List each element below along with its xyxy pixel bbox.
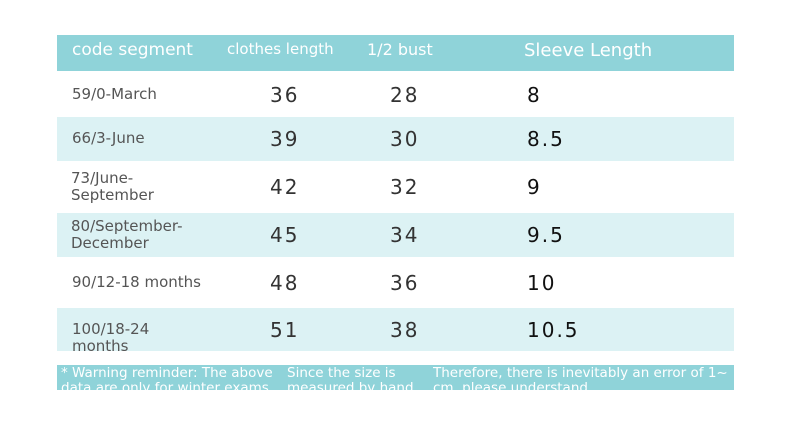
table-cell: 34	[390, 223, 420, 247]
table-cell: 32	[390, 175, 420, 199]
footer-text: Since the size is measured by hand	[287, 366, 414, 390]
table-cell: 36	[270, 82, 300, 107]
table-cell: 100/18-24 months	[72, 319, 150, 355]
table-cell: 9	[527, 175, 542, 199]
table-row: 59/0-March 36 28 8	[57, 72, 734, 117]
table-cell: 28	[390, 82, 420, 107]
table-cell: 51	[270, 317, 300, 342]
header-row: code segment clothes length 1/2 bust Sleeve…	[57, 35, 734, 71]
table-cell: 10	[527, 270, 557, 295]
table-cell: 8	[527, 82, 542, 107]
table-cell: 45	[270, 223, 300, 247]
table-cell: 48	[270, 270, 300, 295]
table-cell: 73/June-September	[71, 169, 154, 204]
table-cell: 8.5	[527, 127, 565, 151]
table-row: 100/18-24 months 51 38 10.5	[57, 308, 734, 354]
table-cell: 30	[390, 127, 420, 151]
footer-text: Therefore, there is inevitably an error …	[433, 366, 728, 390]
footer-text: * Warning reminder: The above data are o…	[61, 366, 273, 390]
header-cell: 1/2 bust	[367, 40, 433, 59]
table-row: 66/3-June 39 30 8.5	[57, 117, 734, 161]
table-cell: 59/0-March	[72, 84, 157, 103]
footer: * Warning reminder: The above data are o…	[57, 365, 734, 390]
header-cell: Sleeve Length	[524, 40, 653, 61]
table-row: 73/June-September 42 32 9	[57, 161, 734, 213]
table-cell: 9.5	[527, 223, 565, 247]
table-cell: 39	[270, 127, 300, 151]
header-cell: clothes length	[227, 40, 334, 58]
table-row: 90/12-18 months 48 36 10	[57, 257, 734, 308]
table-cell: 80/September-December	[71, 217, 183, 252]
table-row: 80/September-December 45 34 9.5	[57, 213, 734, 257]
table-cell: 38	[390, 317, 420, 342]
table-cell: 90/12-18 months	[72, 272, 201, 291]
header-cell: code segment	[72, 40, 193, 60]
table-cell: 36	[390, 270, 420, 295]
table-cell: 42	[270, 175, 300, 199]
table-cell: 66/3-June	[72, 129, 145, 147]
table-cell: 10.5	[527, 317, 580, 342]
